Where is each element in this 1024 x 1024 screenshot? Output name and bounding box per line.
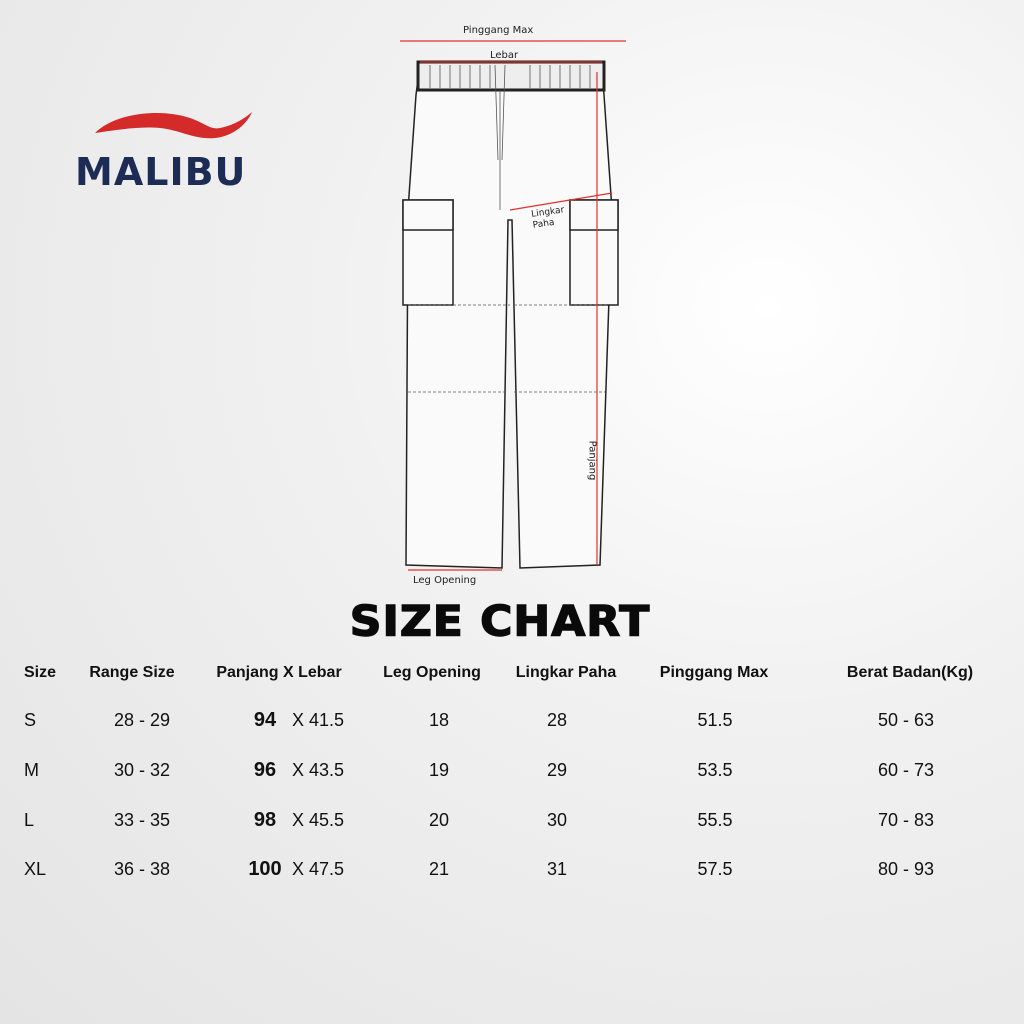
cell-size: XL bbox=[24, 859, 47, 879]
brand-logo: MALIBU bbox=[70, 108, 280, 198]
cell-pinggang-max: 55.5 bbox=[697, 810, 733, 830]
header-panjang-lebar: Panjang X Lebar bbox=[216, 664, 342, 681]
cell-berat-badan: 70 - 83 bbox=[877, 810, 935, 830]
label-pinggang-max: Pinggang Max bbox=[463, 25, 534, 36]
header-pinggang-max: Pinggang Max bbox=[659, 664, 769, 681]
cell-lebar: X 47.5 bbox=[291, 859, 345, 879]
cell-pinggang-max: 51.5 bbox=[697, 710, 733, 730]
cell-panjang: 96 bbox=[253, 759, 277, 781]
cell-berat-badan: 50 - 63 bbox=[877, 710, 935, 730]
cell-lingkar-paha: 28 bbox=[546, 710, 568, 730]
cell-lingkar-paha: 31 bbox=[546, 859, 568, 879]
header-range-size: Range Size bbox=[89, 664, 175, 681]
cell-lingkar-paha: 30 bbox=[546, 810, 568, 830]
cell-leg-opening: 21 bbox=[428, 859, 450, 879]
cell-leg-opening: 18 bbox=[428, 710, 450, 730]
cell-leg-opening: 19 bbox=[428, 760, 450, 780]
label-lebar: Lebar bbox=[490, 50, 519, 61]
header-berat-badan: Berat Badan(Kg) bbox=[846, 664, 974, 681]
page-title: SIZE CHART bbox=[349, 597, 651, 647]
cell-range-size: 33 - 35 bbox=[113, 810, 171, 830]
cell-lebar: X 43.5 bbox=[291, 760, 345, 780]
cell-berat-badan: 80 - 93 bbox=[877, 859, 935, 879]
cell-lebar: X 41.5 bbox=[291, 710, 345, 730]
cell-berat-badan: 60 - 73 bbox=[877, 760, 935, 780]
cell-lingkar-paha: 29 bbox=[546, 760, 568, 780]
label-leg-opening: Leg Opening bbox=[413, 575, 477, 586]
cell-panjang: 98 bbox=[253, 809, 277, 831]
cell-panjang: 100 bbox=[248, 858, 282, 880]
header-leg-opening: Leg Opening bbox=[383, 664, 481, 681]
cell-lebar: X 45.5 bbox=[291, 810, 345, 830]
header-size: Size bbox=[24, 664, 57, 681]
pants-illustration bbox=[400, 40, 626, 571]
cell-size: M bbox=[24, 760, 39, 780]
pants-diagram: Pinggang Max Lebar Lingkar Paha Panjang … bbox=[380, 20, 640, 595]
cell-range-size: 28 - 29 bbox=[113, 710, 171, 730]
cell-pinggang-max: 53.5 bbox=[697, 760, 733, 780]
brand-name: MALIBU bbox=[75, 150, 247, 194]
label-panjang: Panjang bbox=[586, 440, 598, 481]
cell-leg-opening: 20 bbox=[428, 810, 450, 830]
header-lingkar-paha: Lingkar Paha bbox=[515, 664, 617, 681]
cell-size: L bbox=[24, 810, 35, 830]
cell-panjang: 94 bbox=[253, 709, 277, 731]
cell-range-size: 30 - 32 bbox=[113, 760, 171, 780]
cell-pinggang-max: 57.5 bbox=[697, 859, 733, 879]
cell-size: S bbox=[24, 710, 37, 730]
swoosh-icon bbox=[95, 112, 252, 139]
cell-range-size: 36 - 38 bbox=[113, 859, 171, 879]
